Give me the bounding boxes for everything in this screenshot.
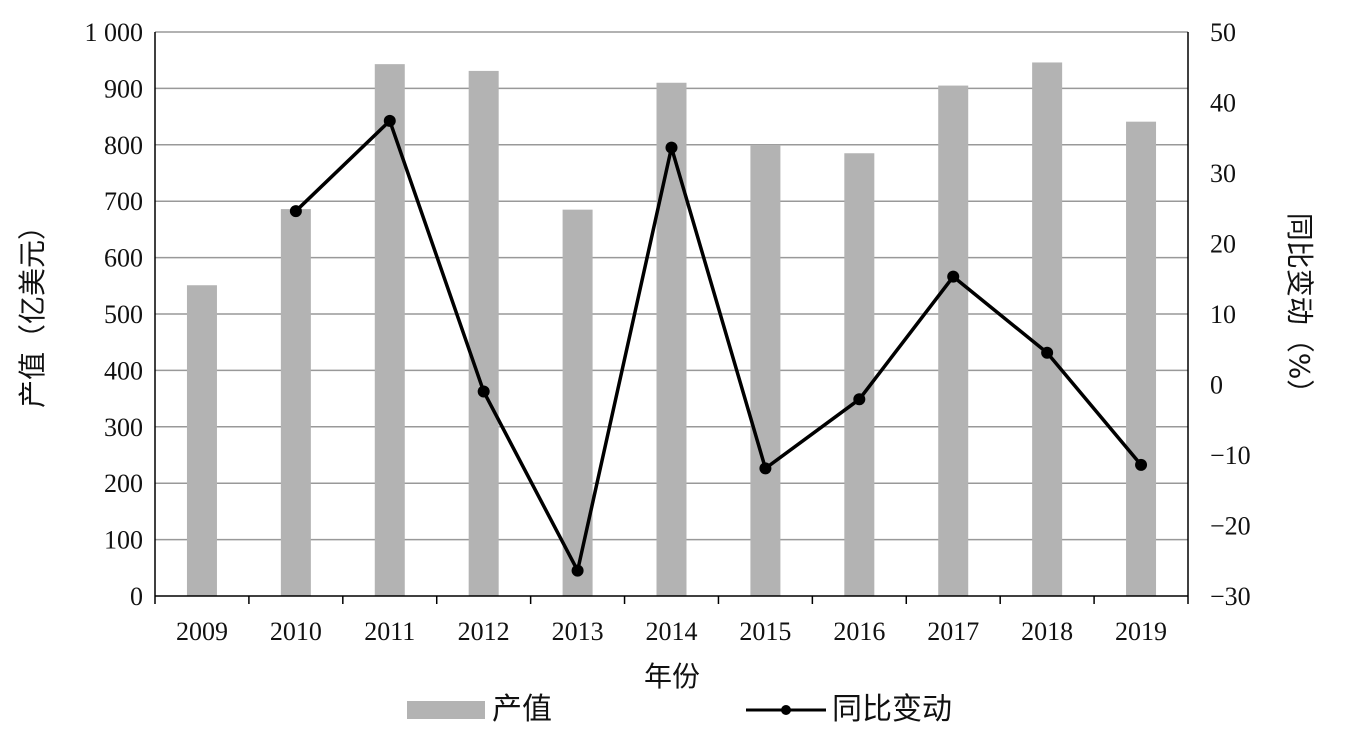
bar-2019	[1126, 121, 1157, 597]
line-point-2016	[853, 393, 866, 406]
axes	[154, 32, 1189, 604]
bar-2016	[844, 153, 875, 596]
legend-line-label: 同比变动	[832, 692, 952, 727]
y-left-tick-label: 800	[104, 131, 143, 160]
y-left-tick-label: 500	[104, 300, 143, 329]
bar-2015	[750, 144, 781, 597]
bar-2012	[468, 70, 499, 596]
x-tick-label: 2011	[364, 617, 415, 646]
bar-2011	[374, 64, 405, 596]
x-tick-label: 2017	[927, 617, 979, 646]
y-right-tick-label: −30	[1210, 582, 1251, 611]
y-right-tick-label: 0	[1210, 371, 1223, 400]
y-left-tick-label: 200	[104, 469, 143, 498]
x-tick-label: 2013	[552, 617, 604, 646]
bar-series	[186, 62, 1157, 597]
bar-2010	[280, 209, 311, 596]
legend-line-marker	[781, 705, 791, 715]
line-point-2018	[1041, 346, 1054, 359]
line-point-2019	[1135, 458, 1148, 471]
x-tick-label: 2014	[646, 617, 698, 646]
x-tick-label: 2018	[1021, 617, 1073, 646]
y-left-tick-label: 300	[104, 413, 143, 442]
bar-2017	[938, 85, 969, 596]
line-point-2010	[289, 205, 302, 218]
y-left-tick-label: 400	[104, 356, 143, 385]
line-path	[294, 117, 1143, 576]
bar-2018	[1032, 62, 1063, 597]
line-point-2014	[665, 141, 678, 154]
legend: 产值 同比变动	[407, 692, 952, 727]
line-point-2013	[571, 564, 584, 577]
y-right-tick-label: −10	[1210, 441, 1251, 470]
bar-2009	[186, 285, 217, 596]
y-left-tick-label: 0	[130, 582, 143, 611]
y-right-tick-label: −20	[1210, 512, 1251, 541]
bar-2014	[656, 82, 687, 596]
y-left-tick-label: 600	[104, 244, 143, 273]
y-axis-right-title: 同比变动（%）	[1283, 213, 1316, 408]
line-series	[289, 114, 1148, 577]
line-point-2011	[383, 114, 396, 127]
y-right-tick-label: 30	[1210, 159, 1236, 188]
y-left-tick-label: 100	[104, 526, 143, 555]
line-point-2015	[759, 462, 772, 475]
y-axis-left-title: 产值（亿美元）	[16, 212, 49, 408]
line-point-2012	[477, 385, 490, 398]
y-right-tick-label: 50	[1210, 18, 1236, 47]
x-tick-label: 2009	[176, 617, 228, 646]
y-right-tick-label: 20	[1210, 230, 1236, 259]
y-left-tick-label: 900	[104, 74, 143, 103]
x-tick-label: 2016	[833, 617, 885, 646]
y-left-tick-label: 1 000	[85, 18, 144, 47]
y-right-tick-label: 10	[1210, 300, 1236, 329]
y-right-tick-label: 40	[1210, 89, 1236, 118]
line-point-2017	[947, 270, 960, 283]
legend-bar-swatch	[407, 701, 485, 719]
x-tick-label: 2019	[1115, 617, 1167, 646]
bar-2013	[562, 209, 593, 596]
y-left-tick-label: 700	[104, 187, 143, 216]
legend-bar-label: 产值	[492, 692, 552, 727]
x-axis-title: 年份	[644, 660, 700, 693]
x-tick-label: 2010	[270, 617, 322, 646]
x-tick-label: 2012	[458, 617, 510, 646]
x-tick-label: 2015	[739, 617, 791, 646]
